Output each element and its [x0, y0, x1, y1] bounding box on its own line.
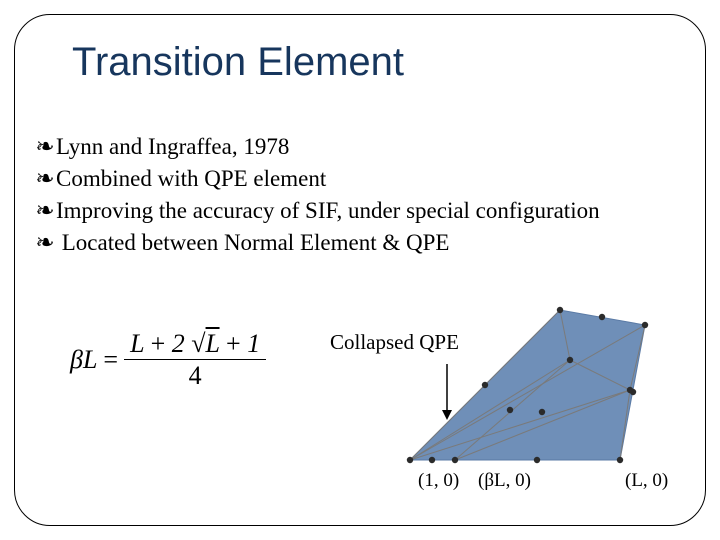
page-title: Transition Element: [72, 40, 404, 85]
bullet-text: Improving the accuracy of SIF, under spe…: [56, 198, 600, 223]
bullet-text: Combined with QPE element: [56, 166, 326, 191]
bullet-text: Lynn and Ingraffea, 1978: [56, 134, 289, 159]
list-item: ❧Combined with QPE element: [34, 164, 686, 194]
list-item: ❧ Located between Normal Element & QPE: [34, 228, 686, 258]
list-item: ❧Lynn and Ingraffea, 1978: [34, 132, 686, 162]
bullet-icon: ❧: [34, 196, 56, 226]
equals-sign: =: [103, 345, 118, 375]
num-b: 2: [172, 329, 185, 358]
bullet-icon: ❧: [34, 132, 56, 162]
coord-3: (L, 0): [625, 470, 668, 492]
bullet-icon: ❧: [34, 228, 56, 258]
formula-numerator: L + 2 √L + 1: [124, 330, 266, 360]
bullet-text: Located between Normal Element & QPE: [56, 230, 449, 255]
formula-fraction: L + 2 √L + 1 4: [124, 330, 266, 390]
formula: βL = L + 2 √L + 1 4: [70, 330, 266, 390]
plus-2: +: [226, 329, 247, 358]
plus-1: +: [151, 329, 172, 358]
sqrt-icon: √: [191, 329, 205, 358]
formula-lhs: βL: [70, 345, 97, 375]
bullet-list: ❧Lynn and Ingraffea, 1978 ❧Combined with…: [34, 132, 686, 260]
formula-denominator: 4: [189, 360, 202, 389]
coord-2: (βL, 0): [478, 470, 531, 492]
num-d: 1: [247, 329, 260, 358]
bullet-icon: ❧: [34, 164, 56, 194]
list-item: ❧Improving the accuracy of SIF, under sp…: [34, 196, 686, 226]
coord-1: (1, 0): [418, 470, 459, 492]
num-a: L: [130, 329, 144, 358]
num-c: L: [206, 329, 220, 358]
